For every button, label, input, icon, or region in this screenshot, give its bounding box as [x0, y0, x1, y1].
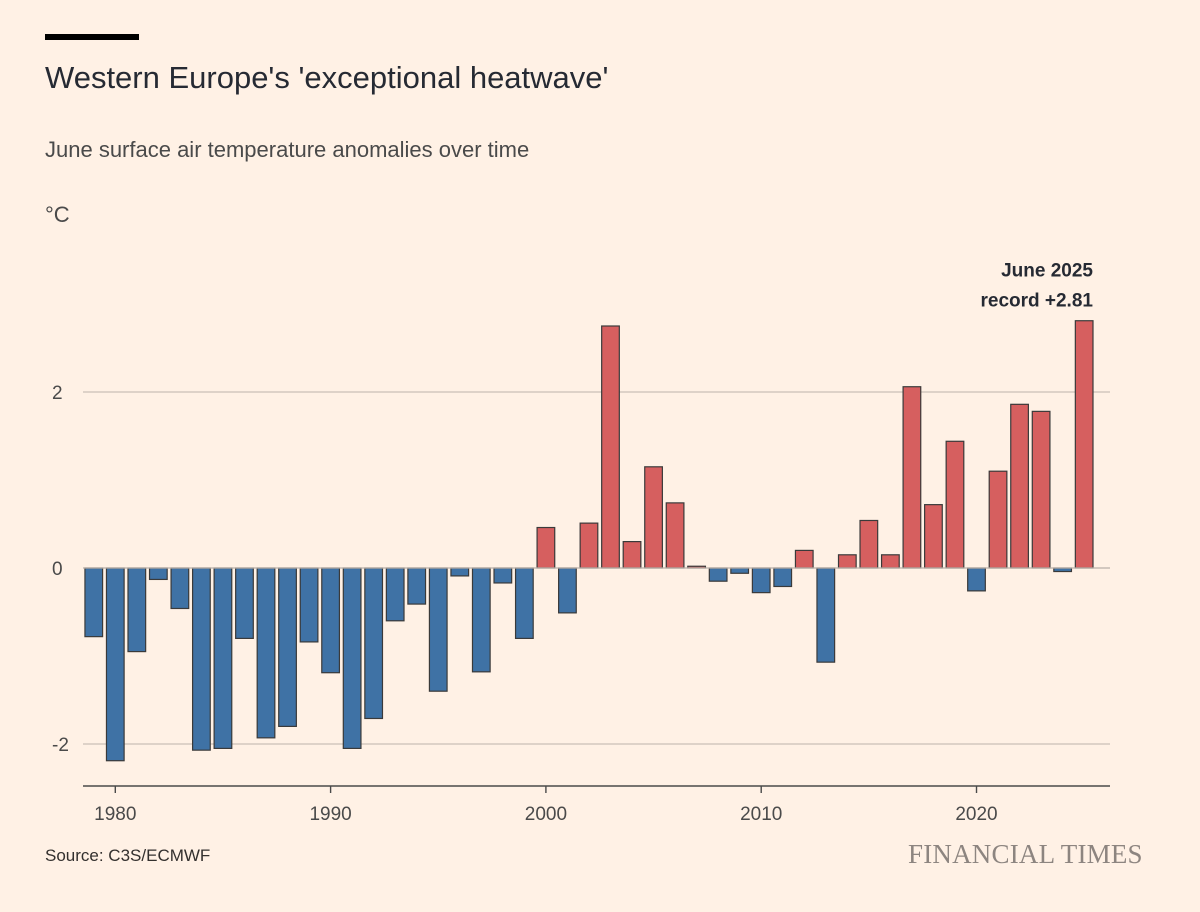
bar-1984	[191, 567, 211, 751]
bar-1995	[428, 567, 448, 692]
y-axis-unit: °C	[45, 202, 70, 227]
bar-1997	[471, 567, 491, 673]
x-tick-label-1990: 1990	[309, 804, 351, 825]
bar-1990	[321, 567, 341, 674]
annotations: June 2025 record +2.81	[980, 261, 1093, 312]
bar-2009	[730, 567, 750, 574]
bar-2022	[1010, 403, 1029, 569]
bars	[84, 320, 1094, 762]
bar-1983	[170, 567, 190, 610]
bar-2015	[859, 519, 879, 569]
x-tick-label-2020: 2020	[955, 804, 997, 825]
bar-2020	[967, 567, 986, 592]
bar-1982	[148, 567, 168, 581]
bar-1980	[105, 567, 125, 762]
bar-2023	[1031, 410, 1051, 569]
bar-2017	[902, 386, 922, 569]
bar-2014	[837, 554, 857, 569]
top-rule	[45, 34, 139, 40]
x-tick-label-1980: 1980	[94, 804, 136, 825]
bar-2001	[558, 567, 577, 614]
chart-subtitle: June surface air temperature anomalies o…	[45, 137, 530, 162]
bar-1996	[450, 567, 470, 577]
y-tick-label--2: -2	[52, 735, 69, 756]
bar-1994	[407, 567, 427, 605]
bar-2003	[601, 325, 620, 569]
y-tick-label-0: 0	[52, 559, 63, 580]
bar-1999	[514, 567, 534, 640]
bar-2021	[988, 470, 1008, 569]
brand-logo: FINANCIAL TIMES	[908, 839, 1143, 869]
bar-2013	[816, 567, 836, 663]
bar-2005	[644, 466, 663, 569]
bar-1989	[299, 567, 319, 643]
chart-title: Western Europe's 'exceptional heatwave'	[45, 60, 609, 95]
gridlines: 2 0 -2	[52, 383, 1110, 756]
bar-2006	[665, 502, 685, 569]
bar-1987	[256, 567, 276, 739]
bar-1991	[342, 567, 362, 749]
x-tick-label-2010: 2010	[740, 804, 782, 825]
annotation-line-1: June 2025	[1001, 261, 1093, 282]
bar-1985	[213, 567, 233, 749]
annotation-line-2: record +2.81	[980, 291, 1093, 312]
bar-2016	[880, 554, 900, 569]
bar-2019	[945, 440, 965, 569]
bar-2000	[536, 526, 556, 569]
bar-2018	[924, 504, 943, 569]
bar-2011	[773, 567, 793, 588]
bar-1993	[385, 567, 405, 622]
bar-1998	[493, 567, 513, 584]
bar-2002	[579, 522, 599, 569]
bar-1988	[278, 567, 297, 727]
x-tick-label-2000: 2000	[525, 804, 567, 825]
bar-1981	[127, 567, 147, 653]
bar-2008	[708, 567, 728, 582]
source-note: Source: C3S/ECMWF	[45, 846, 211, 865]
bar-2010	[751, 567, 771, 594]
bar-2012	[794, 549, 814, 569]
bar-2004	[622, 540, 642, 569]
bar-1986	[235, 567, 254, 640]
bar-1979	[84, 567, 104, 638]
x-axis: 1980 1990 2000 2010 2020	[83, 785, 1110, 825]
y-tick-label-2: 2	[52, 383, 63, 404]
bar-2025	[1074, 320, 1094, 569]
bar-1992	[364, 567, 384, 720]
